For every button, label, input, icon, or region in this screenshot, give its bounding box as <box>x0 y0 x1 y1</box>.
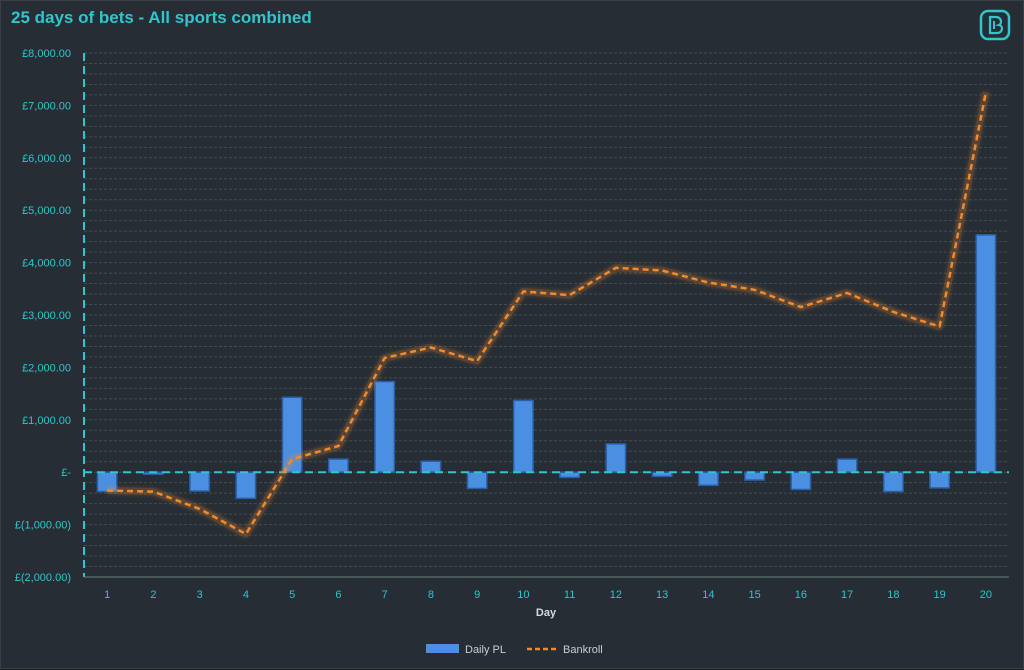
bankroll-line <box>107 92 988 536</box>
daily-pl-bar <box>420 460 442 473</box>
daily-pl-bar <box>929 471 951 489</box>
x-tick-label: 18 <box>887 589 899 601</box>
x-tick-label: 11 <box>564 589 575 601</box>
daily-pl-bar <box>882 471 904 493</box>
y-tick-label: £6,000.00 <box>22 153 71 165</box>
daily-pl-bar <box>836 458 858 473</box>
x-axis-title: Day <box>536 607 557 619</box>
y-tick-label: £2,000.00 <box>22 362 71 374</box>
x-tick-label: 8 <box>428 589 434 601</box>
x-tick-label: 6 <box>335 589 341 601</box>
y-tick-label: £7,000.00 <box>22 100 71 112</box>
daily-pl-bar <box>374 380 396 473</box>
daily-pl-bar <box>605 443 627 473</box>
legend-bankroll-label: Bankroll <box>563 644 603 656</box>
daily-pl-bar <box>327 458 349 473</box>
y-tick-label: £3,000.00 <box>22 310 71 322</box>
y-tick-label: £1,000.00 <box>22 415 71 427</box>
x-tick-label: 10 <box>517 589 529 601</box>
bet-logo-icon <box>979 9 1011 41</box>
chart-legend: Daily PL Bankroll <box>426 644 603 656</box>
daily-pl-bar <box>744 471 766 481</box>
x-tick-label: 16 <box>795 589 807 601</box>
x-tick-label: 15 <box>749 589 761 601</box>
y-tick-label: £8,000.00 <box>22 48 71 60</box>
x-tick-label: 3 <box>197 589 203 601</box>
daily-pl-bar <box>466 471 488 490</box>
x-tick-label: 14 <box>702 589 714 601</box>
y-tick-label: £4,000.00 <box>22 258 71 270</box>
legend-daily-pl-label: Daily PL <box>465 644 506 656</box>
daily-pl-bar <box>189 471 211 492</box>
chart-title: 25 days of bets - All sports combined <box>11 8 312 27</box>
x-tick-label: 5 <box>289 589 295 601</box>
x-tick-label: 2 <box>150 589 156 601</box>
y-tick-label: £- <box>61 467 71 479</box>
y-tick-label: £(2,000.00) <box>15 572 71 584</box>
x-tick-label: 17 <box>841 589 853 601</box>
x-tick-label: 9 <box>474 589 480 601</box>
x-tick-label: 1 <box>104 589 110 601</box>
y-tick-label: £5,000.00 <box>22 205 71 217</box>
x-tick-label: 19 <box>934 589 946 601</box>
daily-pl-bar <box>975 234 997 473</box>
y-tick-label: £(1,000.00) <box>15 520 71 532</box>
legend-daily-pl-swatch <box>426 644 459 653</box>
daily-pl-bar <box>697 471 719 487</box>
x-tick-label: 12 <box>610 589 622 601</box>
daily-pl-bar <box>512 399 534 473</box>
x-tick-label: 7 <box>382 589 388 601</box>
x-tick-label: 4 <box>243 589 249 601</box>
daily-pl-bar <box>235 471 257 500</box>
x-tick-label: 13 <box>656 589 668 601</box>
daily-pl-bar <box>790 471 812 491</box>
x-tick-label: 20 <box>980 589 992 601</box>
